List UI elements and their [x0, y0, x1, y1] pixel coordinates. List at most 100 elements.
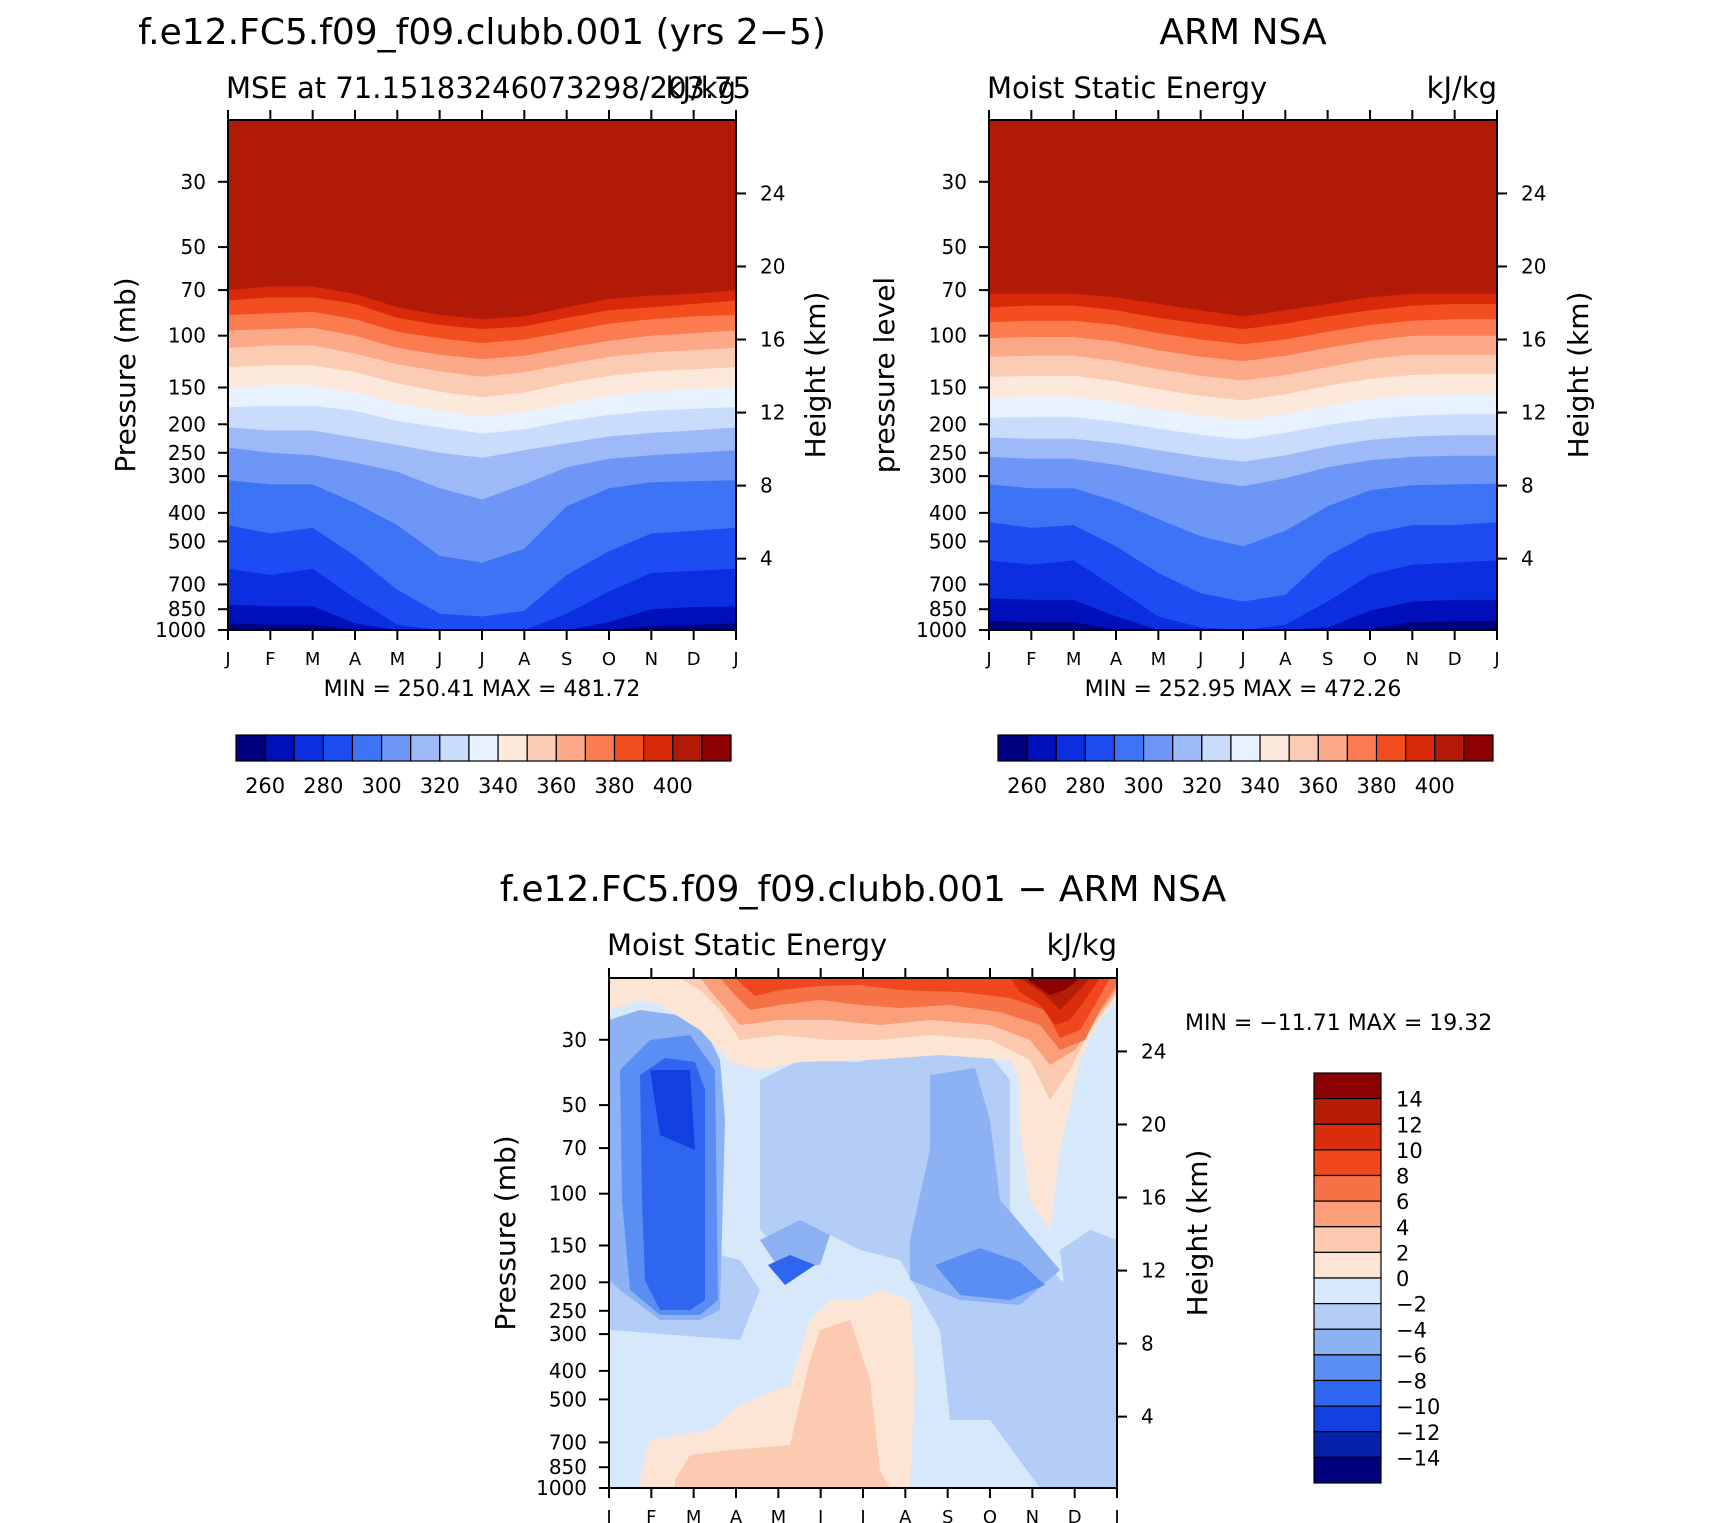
- colorbar-swatch: [1313, 1405, 1382, 1433]
- colorbar-label: 340: [1240, 774, 1280, 798]
- month-tick-label: N: [645, 649, 658, 670]
- colorbar-label: 260: [245, 774, 285, 798]
- diff-region-minus4-right: [1060, 1230, 1117, 1430]
- pressure-tick-label: 30: [181, 170, 206, 194]
- colorbar-swatch: [1313, 1303, 1382, 1330]
- month-tick-label: M: [305, 649, 321, 670]
- colorbar-swatch: [672, 734, 703, 762]
- month-tick-label: M: [1151, 649, 1167, 670]
- pressure-tick-label: 250: [168, 441, 206, 465]
- month-tick-label: S: [1322, 649, 1333, 670]
- month-tick-label: J: [1493, 649, 1499, 670]
- colorbar-swatch: [380, 734, 412, 762]
- panel-model-subtitle-left: MSE at 71.15183246073298/203.75: [226, 71, 751, 105]
- panel-model: f.e12.FC5.f09_f09.clubb.001 (yrs 2−5) MS…: [109, 12, 832, 798]
- panel-model-colorbar: 260 280 300 320 340 360 380 400: [235, 734, 732, 798]
- colorbar-swatch: [1055, 734, 1086, 762]
- pressure-tick-label: 700: [168, 572, 206, 596]
- colorbar-label: −6: [1396, 1344, 1427, 1368]
- colorbar-swatch: [526, 734, 557, 762]
- colorbar-swatch: [1313, 1456, 1382, 1484]
- panel-obs-subtitle-left: Moist Static Energy: [987, 71, 1267, 105]
- colorbar-swatch: [235, 734, 266, 762]
- colorbar-label: −10: [1396, 1395, 1440, 1419]
- colorbar-swatch: [410, 734, 441, 762]
- colorbar-swatch: [1313, 1328, 1382, 1356]
- height-tick-label: 4: [1521, 547, 1534, 571]
- month-tick-label: A: [349, 649, 362, 670]
- colorbar-swatch: [1317, 734, 1349, 762]
- panel-obs-contour-fills: [989, 120, 1497, 630]
- month-tick-label: O: [983, 1507, 997, 1523]
- month-tick-label: M: [1066, 649, 1082, 670]
- pressure-tick-label: 300: [549, 1322, 587, 1346]
- pressure-tick-label: 70: [181, 278, 206, 302]
- month-tick-label: F: [646, 1507, 656, 1523]
- pressure-tick-label: 150: [549, 1234, 587, 1258]
- month-tick-label: A: [518, 649, 531, 670]
- pressure-tick-label: 300: [929, 464, 967, 488]
- month-tick-label: D: [1068, 1507, 1082, 1523]
- diff-region-minus8-sep: [935, 1248, 1045, 1300]
- colorbar-label: 380: [594, 774, 634, 798]
- colorbar-swatch: [1313, 1354, 1382, 1382]
- height-tick-label: 20: [760, 254, 785, 278]
- contour-band-400: [989, 120, 1497, 317]
- colorbar-label: 400: [653, 774, 693, 798]
- colorbar-label: 360: [1298, 774, 1338, 798]
- colorbar-label: 280: [303, 774, 343, 798]
- colorbar-swatch: [1313, 1174, 1382, 1202]
- colorbar-swatch: [1405, 734, 1436, 762]
- pressure-tick-label: 200: [549, 1270, 587, 1294]
- colorbar-swatch: [1230, 734, 1261, 762]
- colorbar-swatch: [1288, 734, 1319, 762]
- colorbar-label: 360: [536, 774, 576, 798]
- month-tick-label: J: [1239, 649, 1245, 670]
- colorbar-label: 300: [1124, 774, 1164, 798]
- panel-diff-subtitle-right: kJ/kg: [1047, 928, 1117, 962]
- pressure-tick-label: 500: [168, 529, 206, 553]
- diff-region-plus16-top: [1025, 978, 1080, 995]
- diff-region-minus6-jun: [760, 1220, 830, 1270]
- colorbar-swatch: [1313, 1431, 1382, 1458]
- colorbar-swatch: [643, 734, 674, 762]
- pressure-tick-label: 150: [929, 376, 967, 400]
- colorbar-swatch: [613, 734, 645, 762]
- colorbar-swatch: [1201, 734, 1232, 762]
- colorbar-label: 10: [1396, 1139, 1423, 1163]
- month-tick-label: S: [561, 649, 572, 670]
- month-tick-label: J: [1197, 649, 1203, 670]
- colorbar-label: 14: [1396, 1088, 1423, 1112]
- colorbar-label: 300: [362, 774, 402, 798]
- pressure-tick-label: 100: [929, 324, 967, 348]
- colorbar-label: −2: [1396, 1293, 1427, 1317]
- pressure-tick-label: 700: [549, 1430, 587, 1454]
- colorbar-swatch: [1142, 734, 1174, 762]
- colorbar-swatch: [293, 734, 324, 762]
- height-tick-label: 12: [760, 401, 785, 425]
- colorbar-label: 320: [1182, 774, 1222, 798]
- colorbar-label: 400: [1415, 774, 1455, 798]
- pressure-tick-label: 400: [549, 1359, 587, 1383]
- pressure-tick-label: 30: [942, 170, 967, 194]
- pressure-tick-label: 700: [929, 572, 967, 596]
- diff-region-plus2-top: [609, 978, 1117, 1230]
- pressure-tick-label: 50: [942, 235, 967, 259]
- pressure-tick-label: 70: [562, 1136, 587, 1160]
- month-tick-label: O: [1363, 649, 1377, 670]
- colorbar-swatch: [1313, 1123, 1382, 1151]
- height-tick-label: 24: [1521, 181, 1546, 205]
- colorbar-swatch: [1463, 734, 1494, 762]
- height-tick-label: 4: [1141, 1405, 1154, 1429]
- colorbar-swatch: [264, 734, 295, 762]
- height-tick-label: 16: [1521, 328, 1546, 352]
- pressure-tick-label: 1000: [536, 1476, 587, 1500]
- panel-obs-min-max: MIN = 252.95 MAX = 472.26: [1085, 677, 1402, 702]
- month-tick-label: J: [1113, 1507, 1119, 1523]
- month-tick-label: F: [265, 649, 275, 670]
- month-tick-label: N: [1026, 1507, 1039, 1523]
- colorbar-swatch: [555, 734, 587, 762]
- panel-model-ylabel-right: Height (km): [799, 292, 832, 459]
- contour-band-400: [228, 120, 736, 320]
